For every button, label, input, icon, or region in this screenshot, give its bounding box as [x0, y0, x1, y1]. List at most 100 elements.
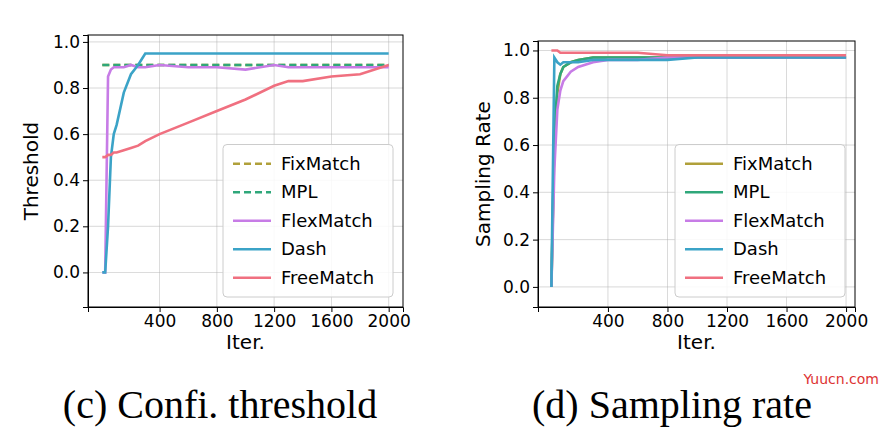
axis-line	[89, 308, 404, 313]
legend-label: FixMatch	[733, 153, 813, 174]
caption: (d) Sampling rate	[532, 382, 812, 427]
tick-label: 0.4	[53, 170, 80, 190]
tick-label: 0.8	[503, 88, 530, 108]
caption: (c) Confi. threshold	[63, 382, 377, 427]
legend-box	[223, 145, 393, 298]
tick-label: 800	[201, 311, 233, 331]
tick: 0.8	[503, 88, 538, 108]
tick: 1200	[253, 307, 296, 331]
legend-swatch	[685, 162, 723, 165]
tick: 0.8	[53, 78, 88, 98]
legend-label: FreeMatch	[733, 267, 826, 288]
tick-label: 0.6	[53, 124, 80, 144]
legend-label: FlexMatch	[733, 210, 825, 231]
tick-label: 0.2	[53, 216, 80, 236]
tick: 1.0	[53, 32, 88, 52]
tick-label: 1600	[310, 311, 353, 331]
tick-label: 1600	[765, 311, 808, 331]
series-line	[551, 50, 846, 55]
legend-swatch	[233, 248, 271, 251]
tick: 1.0	[503, 40, 538, 60]
grid-line-x	[607, 41, 608, 307]
tick-mark	[533, 50, 538, 51]
tick-label: 400	[144, 311, 176, 331]
legend-label: MPL	[733, 181, 769, 202]
tick: 0.2	[503, 230, 538, 250]
tick-label: 0.4	[503, 182, 530, 202]
tick-mark	[83, 180, 88, 181]
tick: 2000	[825, 307, 868, 331]
tick-label: 1.0	[503, 40, 530, 60]
grid-line-x	[159, 35, 160, 307]
y-axis: 0.0 0.2 0.4 0.6 0.8 1.0	[503, 40, 539, 307]
legend-swatch	[685, 191, 723, 194]
tick-label: 2000	[825, 311, 868, 331]
tick: 400	[592, 307, 624, 331]
tick-label: 1200	[706, 311, 749, 331]
tick-mark	[83, 272, 88, 273]
figure: 400 800 1200 1600 2000 0.0 0.2 0.4 0.6 0.8 1.0 Iter…	[0, 0, 891, 432]
legend-swatch	[233, 191, 271, 194]
x-axis-label: Iter.	[677, 330, 716, 354]
grid-line-x	[216, 35, 217, 307]
chart: 400 800 1200 1600 2000 0.0 0.2 0.4 0.6 0.8 1.0 Iter…	[19, 32, 411, 427]
y-axis-label: Sampling Rate	[471, 101, 495, 247]
tick: 1600	[765, 307, 808, 331]
legend-swatch	[685, 219, 723, 222]
tick: 0.6	[503, 135, 538, 155]
annotation: Yuucn.com	[802, 371, 879, 387]
plot-frame	[88, 35, 403, 307]
legend-swatch	[233, 162, 271, 165]
tick-mark	[83, 134, 88, 135]
series-line	[102, 64, 388, 67]
tick: 2000	[368, 307, 411, 331]
legend-label: MPL	[281, 181, 317, 202]
tick-label: 1.0	[53, 32, 80, 52]
tick: 0.4	[53, 170, 88, 190]
legend-label: FreeMatch	[281, 267, 374, 288]
tick: 0.2	[53, 216, 88, 236]
tick-mark	[83, 226, 88, 227]
tick-mark	[83, 88, 88, 89]
tick-mark	[533, 192, 538, 193]
legend-box	[675, 145, 845, 298]
grid-line-y	[88, 41, 403, 42]
tick-label: 2000	[368, 311, 411, 331]
tick: 1200	[706, 307, 749, 331]
tick-label: 0.2	[503, 230, 530, 250]
series-line	[102, 65, 388, 157]
grid-line-x	[846, 41, 847, 307]
tick: 0.6	[53, 124, 88, 144]
tick: 800	[652, 307, 684, 331]
x-axis: 400 800 1200 1600 2000	[539, 307, 869, 331]
tick-mark	[83, 42, 88, 43]
tick-label: 800	[652, 311, 684, 331]
legend-label: Dash	[733, 238, 779, 259]
tick-label: 0.6	[503, 135, 530, 155]
y-axis: 0.0 0.2 0.4 0.6 0.8 1.0	[53, 32, 89, 308]
tick: 400	[144, 307, 176, 331]
x-axis: 400 800 1200 1600 2000	[89, 307, 411, 331]
tick-mark	[533, 287, 538, 288]
tick: 0.0	[503, 277, 538, 297]
tick: 1600	[310, 307, 353, 331]
grid-line-x	[667, 41, 668, 307]
tick-label: 0.8	[53, 78, 80, 98]
tick: 0.4	[503, 182, 538, 202]
grid-line-y	[88, 134, 403, 135]
x-axis-label: Iter.	[226, 330, 265, 354]
tick-label: 0.0	[53, 262, 80, 282]
grid-line-y	[88, 88, 403, 89]
legend-swatch	[233, 219, 271, 222]
tick-mark	[533, 145, 538, 146]
tick-label: 400	[592, 311, 624, 331]
legend-swatch	[685, 276, 723, 279]
grid	[538, 41, 855, 307]
legend-label: Dash	[281, 238, 327, 259]
tick-label: 1200	[253, 311, 296, 331]
grid-line-y	[538, 97, 855, 98]
series-line	[102, 64, 388, 67]
legend: FixMatchMPLFlexMatchDashFreeMatch	[223, 145, 393, 298]
chart: 400 800 1200 1600 2000 0.0 0.2 0.4 0.6 0.8 1.0 Iter…	[471, 40, 879, 427]
grid	[88, 35, 403, 307]
